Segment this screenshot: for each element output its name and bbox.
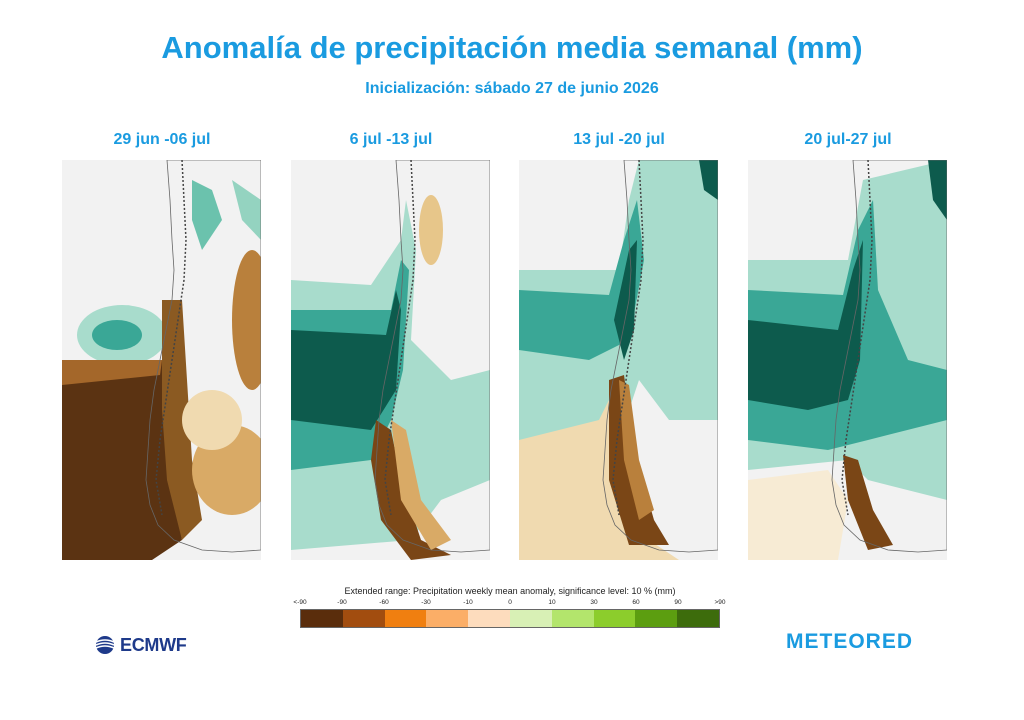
legend-swatch-0 xyxy=(301,610,343,627)
ecmwf-globe-icon xyxy=(95,636,115,654)
legend-swatch-2 xyxy=(384,610,427,627)
map-panel-4 xyxy=(748,160,947,560)
legend-swatch-1 xyxy=(342,610,385,627)
legend-swatch-4 xyxy=(468,610,510,627)
week-label-4: 20 jul-27 jul xyxy=(804,131,892,148)
legend-tick: 10 xyxy=(548,599,556,606)
legend-swatch-7 xyxy=(593,610,636,627)
map-panel-2 xyxy=(291,160,490,560)
legend-swatch-6 xyxy=(551,610,594,627)
page-subtitle: Inicialización: sábado 27 de junio 2026 xyxy=(365,80,659,97)
week-label-2: 6 jul -13 jul xyxy=(349,131,433,148)
ecmwf-logo: ECMWF xyxy=(93,633,187,657)
legend-tick: 0 xyxy=(508,599,512,606)
legend-title: Extended range: Precipitation weekly mea… xyxy=(344,586,676,596)
week-label-3: 13 jul -20 jul xyxy=(573,131,665,148)
legend-tick: >90 xyxy=(714,599,726,606)
legend-swatch-5 xyxy=(509,610,552,627)
legend-tick: <-90 xyxy=(293,599,307,606)
legend-colorbar xyxy=(300,609,720,628)
week-label-1: 29 jun -06 jul xyxy=(113,131,211,148)
legend-swatch-9 xyxy=(677,610,719,627)
legend-tick: -90 xyxy=(337,599,347,606)
map-panel-1 xyxy=(62,160,261,560)
ecmwf-logo-text: ECMWF xyxy=(120,634,187,655)
page-title: Anomalía de precipitación media semanal … xyxy=(161,30,863,65)
legend-swatch-3 xyxy=(426,610,469,627)
map-panel-3 xyxy=(519,160,718,560)
legend-swatch-8 xyxy=(635,610,678,627)
legend-tick: -10 xyxy=(463,599,473,606)
meteored-logo: METEORED xyxy=(786,630,914,653)
legend-tick: -60 xyxy=(379,599,389,606)
legend-tick: 90 xyxy=(674,599,682,606)
legend-tick: -30 xyxy=(421,599,431,606)
legend-tick: 30 xyxy=(590,599,598,606)
legend-tick: 60 xyxy=(632,599,640,606)
legend-ticks: <-90 -90 -60 -30 -10 0 10 30 60 90 >90 xyxy=(290,599,730,609)
